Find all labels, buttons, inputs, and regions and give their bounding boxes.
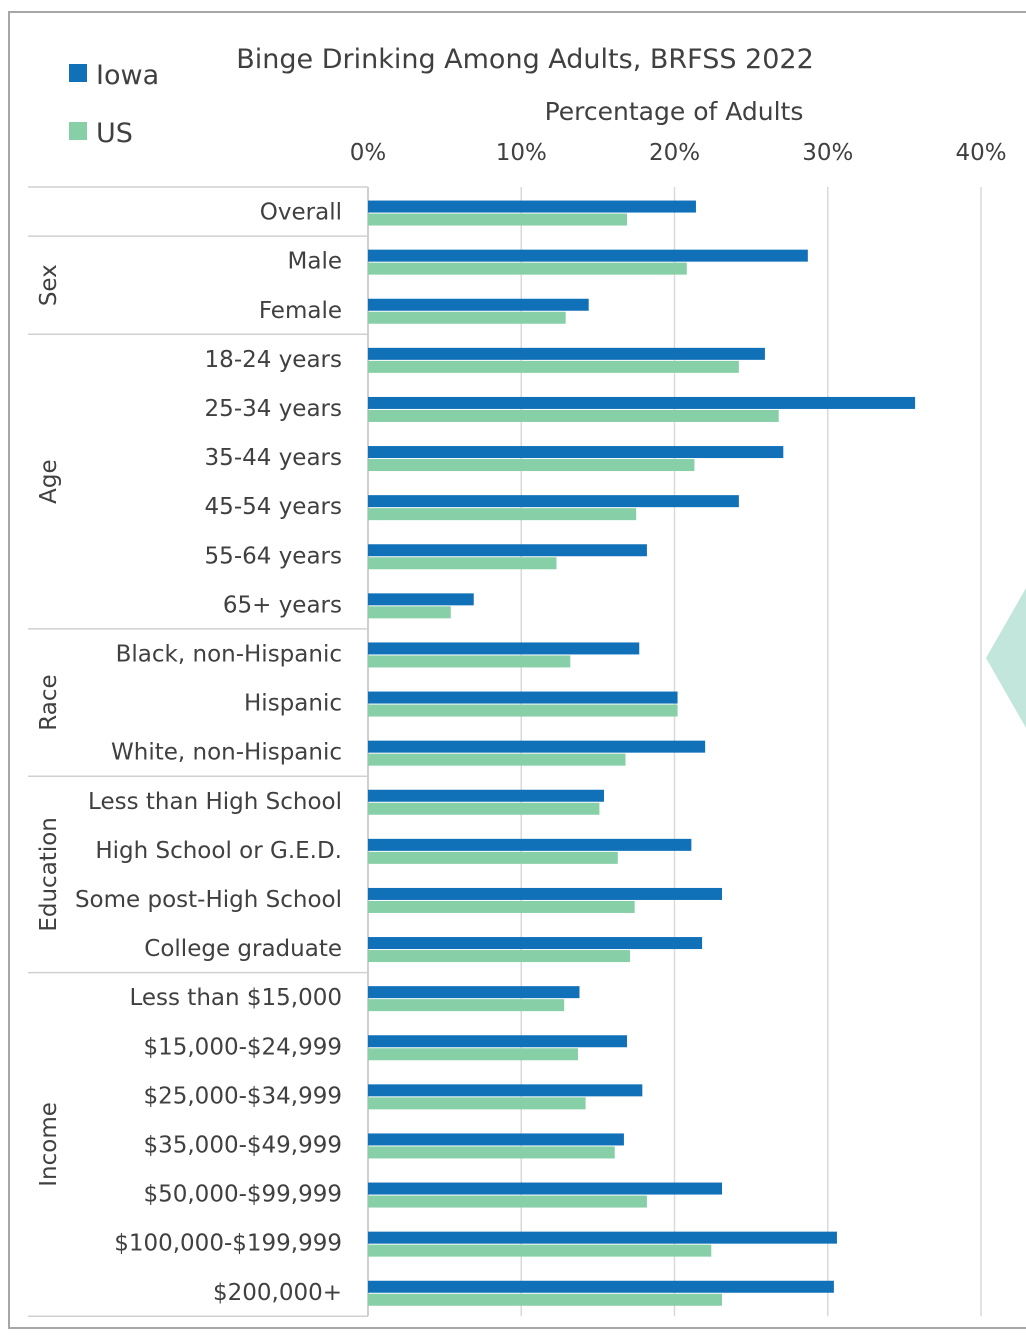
bar-iowa xyxy=(368,1231,837,1244)
category-table-lines xyxy=(28,186,368,1318)
group-label: Age xyxy=(36,459,62,503)
bar-iowa xyxy=(368,789,605,802)
bar-us xyxy=(368,655,571,668)
bar-us xyxy=(368,1146,615,1159)
bar-iowa xyxy=(368,642,640,655)
row-label: 35-44 years xyxy=(205,445,342,471)
bar-us xyxy=(368,409,779,422)
bar-iowa xyxy=(368,396,916,409)
row-label: 65+ years xyxy=(223,592,342,618)
bar-us xyxy=(368,704,678,717)
x-tick-label: 0% xyxy=(350,140,387,166)
bar-iowa xyxy=(368,446,784,459)
bar-iowa xyxy=(368,1035,627,1048)
bar-us xyxy=(368,753,626,766)
bar-iowa xyxy=(368,1280,834,1293)
row-label: $50,000-$99,999 xyxy=(143,1182,342,1208)
bars xyxy=(368,200,916,1306)
bar-us xyxy=(368,508,637,521)
row-label: Less than $15,000 xyxy=(129,985,342,1011)
legend-label: Iowa xyxy=(96,60,159,91)
bar-us xyxy=(368,262,687,275)
x-tick-label: 30% xyxy=(802,140,853,166)
legend-swatch xyxy=(69,64,87,82)
bar-iowa xyxy=(368,249,808,262)
row-label: 55-64 years xyxy=(205,543,342,569)
bar-us xyxy=(368,557,557,570)
bar-us xyxy=(368,900,635,913)
row-label: 25-34 years xyxy=(205,396,342,422)
group-label: Education xyxy=(36,817,62,932)
group-labels: Sex Age Race Education Income xyxy=(36,264,62,1187)
legend: Iowa US xyxy=(69,60,159,149)
row-label: 45-54 years xyxy=(205,494,342,520)
bar-iowa xyxy=(368,740,706,753)
x-tick-label: 40% xyxy=(955,140,1006,166)
bar-iowa xyxy=(368,986,580,999)
bar-iowa xyxy=(368,691,678,704)
bar-iowa xyxy=(368,347,765,360)
bar-us xyxy=(368,360,739,373)
group-label: Sex xyxy=(36,264,62,306)
group-label: Race xyxy=(36,674,62,730)
bar-us xyxy=(368,1097,586,1110)
x-tick-label: 20% xyxy=(649,140,700,166)
bar-iowa xyxy=(368,1133,624,1146)
bar-us xyxy=(368,311,566,324)
row-label: College graduate xyxy=(144,936,342,962)
x-axis-label: Percentage of Adults xyxy=(545,97,804,126)
row-label: $25,000-$34,999 xyxy=(143,1083,342,1109)
bar-us xyxy=(368,1293,723,1306)
bar-us xyxy=(368,213,627,226)
bar-us xyxy=(368,1244,712,1257)
bar-us xyxy=(368,1195,647,1208)
bar-iowa xyxy=(368,937,703,950)
row-label: $200,000+ xyxy=(213,1280,342,1306)
row-label: Female xyxy=(259,298,342,324)
row-label: High School or G.E.D. xyxy=(95,838,342,864)
bar-us xyxy=(368,606,451,619)
bar-iowa xyxy=(368,495,739,508)
row-label: Male xyxy=(288,249,342,275)
row-labels: Overall Male Female 18-24 years 25-34 years 3… xyxy=(75,200,342,1306)
bar-us xyxy=(368,802,600,815)
bar-us xyxy=(368,459,695,472)
bar-iowa xyxy=(368,200,696,213)
legend-swatch xyxy=(69,122,87,140)
bar-iowa xyxy=(368,298,589,311)
x-tick-label: 10% xyxy=(496,140,547,166)
bar-iowa xyxy=(368,1084,643,1097)
bar-iowa xyxy=(368,544,647,557)
row-label: Hispanic xyxy=(244,691,342,717)
decorative-shape xyxy=(986,588,1026,728)
row-label: Some post-High School xyxy=(75,887,342,913)
row-label: Black, non-Hispanic xyxy=(116,641,342,667)
row-label: $15,000-$24,999 xyxy=(143,1034,342,1060)
row-label: 18-24 years xyxy=(205,347,342,373)
bar-us xyxy=(368,950,631,963)
legend-label: US xyxy=(96,118,133,149)
group-label: Income xyxy=(36,1102,62,1187)
row-label: Less than High School xyxy=(88,789,342,815)
bar-us xyxy=(368,1048,578,1061)
bar-iowa xyxy=(368,593,474,606)
row-label: Overall xyxy=(260,200,342,226)
row-label: White, non-Hispanic xyxy=(111,740,342,766)
row-label: $100,000-$199,999 xyxy=(114,1231,342,1257)
bar-us xyxy=(368,999,565,1012)
bar-iowa xyxy=(368,1182,723,1195)
bar-iowa xyxy=(368,838,692,851)
chart-title: Binge Drinking Among Adults, BRFSS 2022 xyxy=(236,44,814,75)
row-label: $35,000-$49,999 xyxy=(143,1132,342,1158)
bar-iowa xyxy=(368,887,723,900)
bar-us xyxy=(368,851,618,864)
x-axis-ticks: 0% 10% 20% 30% 40% xyxy=(350,140,1007,166)
